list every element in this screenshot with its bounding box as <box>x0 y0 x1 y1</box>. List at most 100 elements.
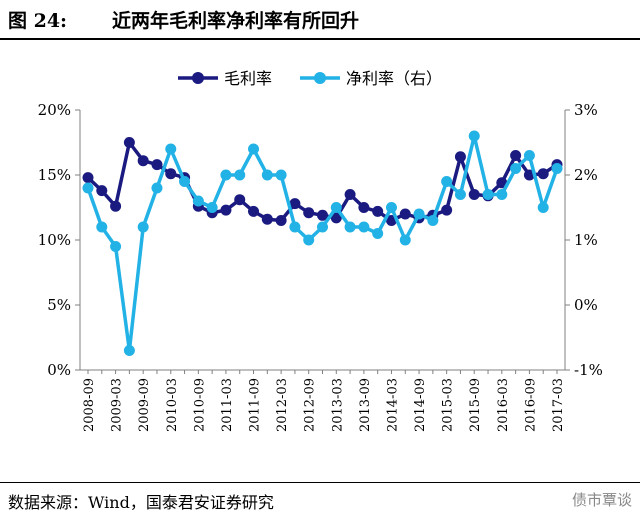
x-tick-label: 2017-03 <box>551 378 566 432</box>
data-point-net-margin <box>206 202 218 213</box>
data-point-net-margin <box>330 202 342 213</box>
data-point-gross-margin <box>275 215 287 226</box>
data-point-net-margin <box>82 182 94 194</box>
left-y-tick-label: 0% <box>47 361 71 379</box>
x-tick-label: 2014-03 <box>385 378 400 432</box>
legend-marker-0 <box>192 72 204 84</box>
x-tick-label: 2009-09 <box>137 378 152 432</box>
data-point-gross-margin <box>510 150 522 161</box>
data-point-gross-margin <box>137 155 149 167</box>
data-point-net-margin <box>441 176 453 187</box>
figure-title: 近两年毛利率净利率有所回升 <box>112 10 360 32</box>
data-point-gross-margin <box>372 205 384 217</box>
source-note: 数据来源：Wind，国泰君安证券研究 <box>8 493 274 512</box>
data-point-net-margin <box>234 169 246 181</box>
x-tick-label: 2010-03 <box>165 378 180 432</box>
data-point-net-margin <box>454 189 466 200</box>
x-tick-label: 2013-03 <box>330 378 345 432</box>
data-point-gross-margin <box>330 212 342 224</box>
data-point-net-margin <box>372 228 384 239</box>
data-point-gross-margin <box>165 168 177 180</box>
data-point-net-margin <box>261 169 273 181</box>
legend-label-0: 毛利率 <box>224 69 272 88</box>
legend-marker-1 <box>314 72 326 84</box>
data-point-gross-margin <box>358 202 370 213</box>
x-tick-label: 2016-09 <box>523 378 538 432</box>
data-point-net-margin <box>399 234 411 246</box>
data-point-net-margin <box>179 176 191 187</box>
data-point-net-margin <box>510 163 522 174</box>
figure-title-bar: 图 24: 近两年毛利率净利率有所回升 <box>0 0 640 40</box>
left-y-tick-label: 5% <box>47 296 71 314</box>
left-y-tick-label: 20% <box>38 101 71 119</box>
x-tick-label: 2011-09 <box>248 378 263 432</box>
right-y-tick-label: 2% <box>574 166 598 184</box>
data-point-gross-margin <box>248 205 260 217</box>
data-point-net-margin <box>344 221 356 233</box>
x-tick-label: 2008-09 <box>82 378 97 432</box>
right-y-tick-label: 1% <box>574 231 598 249</box>
data-point-net-margin <box>289 221 301 233</box>
data-point-net-margin <box>496 189 508 200</box>
data-point-gross-margin <box>344 189 356 200</box>
data-point-net-margin <box>358 221 370 233</box>
data-point-gross-margin <box>110 200 122 212</box>
left-y-tick-label: 15% <box>38 166 71 184</box>
data-point-net-margin <box>192 195 204 207</box>
data-point-net-margin <box>303 234 315 246</box>
data-point-gross-margin <box>151 159 163 171</box>
data-point-gross-margin <box>123 137 135 148</box>
data-point-net-margin <box>275 169 287 181</box>
data-point-gross-margin <box>537 168 549 180</box>
x-tick-label: 2014-09 <box>413 378 428 432</box>
data-point-gross-margin <box>82 172 94 184</box>
data-point-net-margin <box>523 150 535 161</box>
data-point-gross-margin <box>303 207 315 219</box>
brand-watermark: 债市覃谈 <box>571 491 632 509</box>
right-y-tick-label: 0% <box>574 296 598 314</box>
data-point-net-margin <box>468 130 480 142</box>
data-point-gross-margin <box>220 204 232 216</box>
line-chart: 0% 5% 10% 15% 20% -1% 0% 1% 2% 3% 2008-09 2009-03 20… <box>38 69 603 432</box>
data-point-gross-margin <box>454 151 466 163</box>
chart-area: 0% 5% 10% 15% 20% -1% 0% 1% 2% 3% 2008-09 2009-03 20… <box>0 40 640 480</box>
data-point-net-margin <box>427 215 439 226</box>
x-tick-label: 2015-09 <box>468 378 483 432</box>
data-point-net-margin <box>123 345 135 356</box>
x-tick-label: 2016-03 <box>496 378 511 432</box>
data-point-gross-margin <box>468 189 480 200</box>
source-bar: 数据来源：Wind，国泰君安证券研究 债市覃谈 <box>0 482 640 516</box>
legend-label-1: 净利率（右） <box>346 69 442 88</box>
figure-label: 图 24: <box>8 10 68 32</box>
data-point-net-margin <box>151 182 163 194</box>
data-point-net-margin <box>385 202 397 213</box>
right-y-tick-label: 3% <box>574 101 598 119</box>
x-tick-label: 2015-03 <box>441 378 456 432</box>
x-tick-label: 2012-09 <box>303 378 318 432</box>
x-tick-label: 2011-03 <box>220 378 235 432</box>
data-point-gross-margin <box>317 209 328 221</box>
x-tick-label: 2009-03 <box>110 378 125 432</box>
x-tick-label: 2010-09 <box>192 378 207 432</box>
left-y-tick-label: 10% <box>38 231 71 249</box>
data-point-net-margin <box>413 208 425 220</box>
data-point-gross-margin <box>234 194 246 206</box>
data-point-gross-margin <box>441 204 453 216</box>
data-point-net-margin <box>482 189 494 200</box>
data-point-gross-margin <box>496 177 508 189</box>
data-point-net-margin <box>220 169 232 181</box>
data-point-net-margin <box>248 143 260 155</box>
data-point-gross-margin <box>289 198 301 210</box>
right-y-tick-label: -1% <box>574 361 603 379</box>
data-point-gross-margin <box>96 185 108 197</box>
data-point-net-margin <box>537 202 549 213</box>
x-tick-label: 2013-09 <box>358 378 373 432</box>
data-point-net-margin <box>165 143 177 155</box>
data-point-net-margin <box>96 221 108 233</box>
data-point-net-margin <box>110 241 122 252</box>
x-tick-label: 2012-03 <box>275 378 290 432</box>
data-point-gross-margin <box>261 213 273 225</box>
data-point-net-margin <box>551 163 563 174</box>
data-point-net-margin <box>137 221 149 233</box>
data-point-net-margin <box>317 221 328 233</box>
